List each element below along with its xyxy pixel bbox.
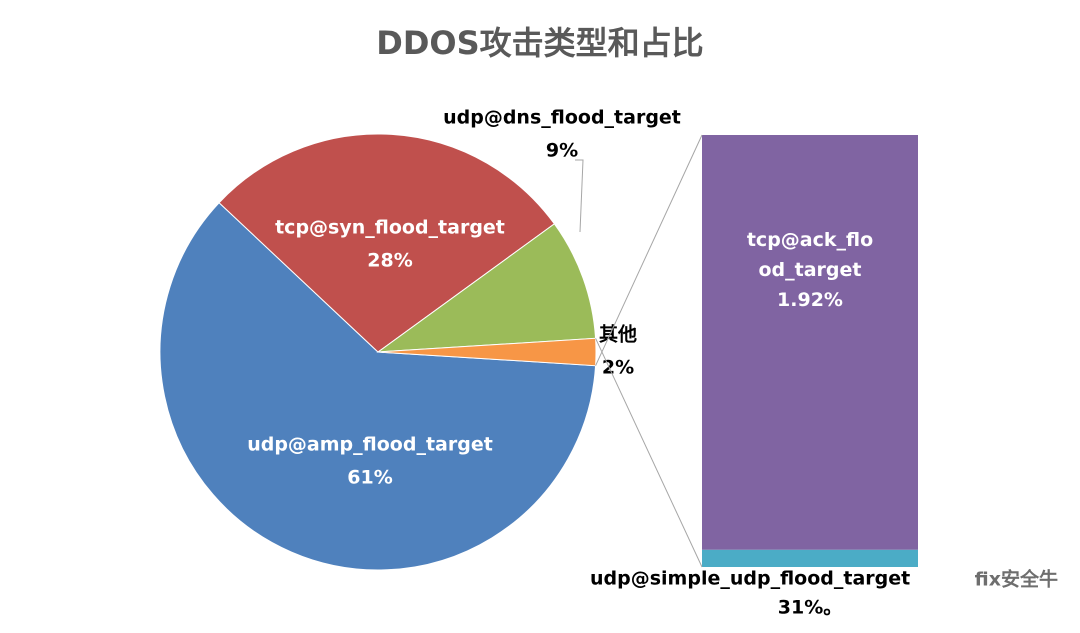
bar-segment — [702, 549, 918, 567]
slice-value-label: 61% — [347, 467, 392, 489]
slice-value-label: 28% — [367, 250, 412, 272]
bar-segment — [702, 135, 918, 550]
bar-value-label: 1.92% — [777, 289, 843, 311]
slice-label: tcp@syn_flood_target — [275, 217, 505, 239]
slice-label: 其他 — [599, 323, 637, 346]
slice-label: udp@amp_flood_target — [247, 434, 493, 456]
chart-title: DDOS攻击类型和占比 — [376, 24, 703, 62]
connector-line — [595, 338, 703, 568]
bar-label-box: tcp@ack_flood_target 1.92% — [742, 225, 878, 315]
bar-category-label: udp@simple_udp_flood_target — [590, 568, 910, 590]
leader-line — [575, 159, 584, 233]
connector-line — [595, 134, 703, 366]
slice-value-label: 2% — [602, 357, 634, 379]
bar-label: tcp@ack_flood_target 1.92% — [742, 225, 878, 315]
annotation: 31%。 — [778, 597, 842, 619]
watermark: fix安全牛 — [975, 568, 1058, 591]
pie-slice — [159, 202, 597, 571]
slice-value-label: 9% — [546, 140, 578, 162]
slice-label: udp@dns_flood_target — [443, 107, 681, 129]
pie-slice — [376, 223, 597, 353]
pie-slice — [218, 133, 556, 353]
bar-category-label: tcp@ack_flood_target — [746, 229, 874, 281]
